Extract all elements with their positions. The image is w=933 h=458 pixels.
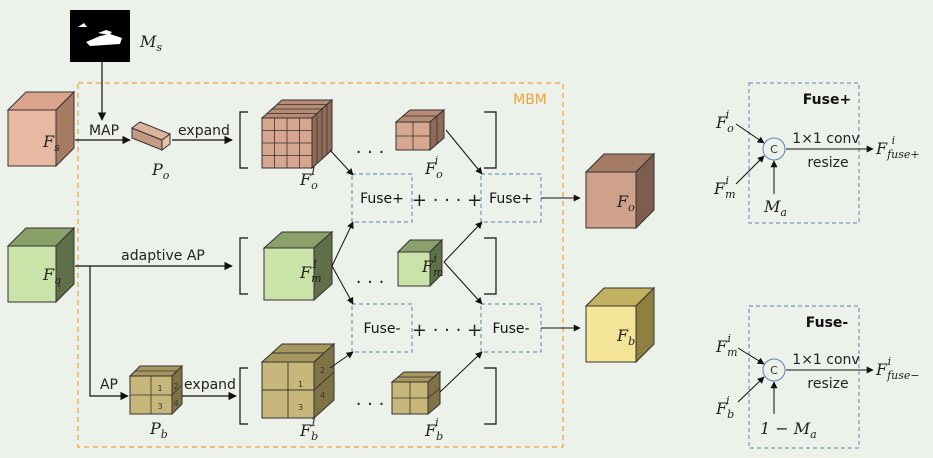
fuse-minus-in-bottom: 1 − Ma xyxy=(760,419,817,441)
svg-text:3: 3 xyxy=(157,402,162,411)
fuse-minus-arrow-top xyxy=(737,347,765,365)
fbi-cube xyxy=(390,370,442,416)
fuse-plus-op1: 1×1 conv xyxy=(792,131,859,147)
svg-text:1: 1 xyxy=(157,384,162,393)
fuse-plus-out: Ffuse+i xyxy=(875,134,920,161)
svg-text:2: 2 xyxy=(173,382,178,391)
fuse-minus-in-top: Fmi xyxy=(715,332,738,359)
fuse-minus-op2: resize xyxy=(807,376,848,392)
fuse-minus-in-left: Fbi xyxy=(715,394,734,421)
foi-label: Foi xyxy=(424,154,443,181)
fbi-label: Fbi xyxy=(424,416,443,443)
fuse-minus-op1: 1×1 conv xyxy=(792,352,859,368)
fo-label: Fo xyxy=(616,192,635,214)
adaptive-ap-label: adaptive AP xyxy=(121,248,205,264)
pb-label: Pb xyxy=(149,419,168,441)
concat-plus-label: C xyxy=(770,143,778,156)
mask-image-ms xyxy=(70,10,130,62)
fuse-plus-panel-title: Fuse+ xyxy=(803,92,851,108)
fuse-minus-panel-title: Fuse- xyxy=(806,315,849,331)
ms-label: Ms xyxy=(139,32,162,54)
mbm-label: MBM xyxy=(513,92,547,108)
fuse-minus-arrow-left xyxy=(737,376,765,403)
fo-output-cube xyxy=(584,152,656,230)
plus-dots-bot: + · · · + xyxy=(412,320,482,341)
fuse-arrows xyxy=(329,129,581,393)
concat-minus-label: C xyxy=(770,364,778,377)
fuse-plus-label-1: Fuse+ xyxy=(360,191,404,207)
fuse-minus-box-1 xyxy=(351,303,413,353)
bracket-top-right xyxy=(484,111,497,169)
svg-text:4: 4 xyxy=(320,391,325,400)
cube-fs xyxy=(6,90,76,168)
pb-cube: 1 2 3 4 xyxy=(128,364,184,416)
map-label: MAP xyxy=(89,123,119,139)
fs-label: Fs xyxy=(42,132,60,154)
fm1-label: Fm1 xyxy=(299,258,322,285)
fuse-plus-arrow-top xyxy=(735,123,765,144)
cube-fq xyxy=(6,226,76,304)
bracket-bot-left xyxy=(239,367,248,425)
fuse-plus-label-2: Fuse+ xyxy=(489,191,533,207)
plus-dots-top: + · · · + xyxy=(412,190,482,211)
fb1-cube: 1 2 3 4 xyxy=(260,342,336,420)
po-box xyxy=(130,121,172,151)
mbm-region xyxy=(77,82,564,448)
dots-mid: · · · xyxy=(356,272,385,293)
fuse-plus-in-left: Fmi xyxy=(713,174,736,201)
fo1-label: Fo1 xyxy=(299,165,318,192)
dots-bot: · · · xyxy=(356,394,385,415)
fuse-minus-label-2: Fuse- xyxy=(492,321,529,337)
bracket-top-left xyxy=(239,111,248,169)
ap-label: AP xyxy=(100,377,118,393)
fuse-minus-label-1: Fuse- xyxy=(363,321,400,337)
expand-bottom-label: expand xyxy=(184,377,236,393)
svg-text:4: 4 xyxy=(173,399,178,408)
fmi-cube xyxy=(396,238,444,288)
fm1-cube xyxy=(262,230,334,302)
bracket-mid-left xyxy=(239,237,248,295)
fuse-plus-op2: resize xyxy=(807,155,848,171)
fb-label: Fb xyxy=(616,326,635,348)
fuse-plus-panel xyxy=(748,82,860,224)
foi-cube xyxy=(394,108,446,152)
bracket-mid-right xyxy=(484,237,497,295)
fo1-cube xyxy=(260,98,334,170)
po-label: Po xyxy=(151,160,170,182)
fmi-label: Fmi xyxy=(421,252,444,279)
concat-circle-plus xyxy=(762,137,786,161)
fuse-minus-out: Ffuse−i xyxy=(875,355,920,382)
svg-text:2: 2 xyxy=(320,366,325,375)
dots-top: · · · xyxy=(356,142,385,163)
bracket-bot-right xyxy=(484,367,497,425)
expand-top-label: expand xyxy=(178,123,230,139)
svg-text:3: 3 xyxy=(298,403,303,412)
fb1-label: Fb1 xyxy=(299,416,318,443)
concat-circle-minus xyxy=(762,358,786,382)
fb-output-cube xyxy=(584,286,656,364)
svg-text:1: 1 xyxy=(298,380,303,389)
fuse-plus-in-bottom: Ma xyxy=(763,197,787,219)
fq-label: Fq xyxy=(42,265,61,287)
ap-branch-line xyxy=(89,266,129,401)
fuse-plus-arrow-left xyxy=(735,155,765,185)
fuse-plus-in-top: Foi xyxy=(715,108,734,135)
fuse-plus-box-1 xyxy=(351,173,413,223)
